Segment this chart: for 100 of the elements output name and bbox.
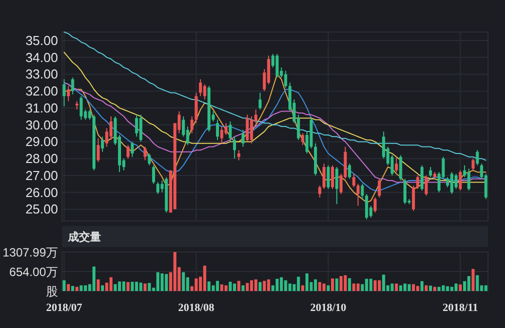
y-tick-label: 25.00 <box>25 202 58 217</box>
bar <box>126 282 130 291</box>
candlestick <box>403 178 406 205</box>
candlestick <box>424 174 428 196</box>
bar <box>246 282 249 291</box>
candlestick <box>399 154 402 181</box>
candlestick <box>228 120 232 142</box>
chart-title: 成交量 <box>67 230 101 244</box>
candlestick <box>331 164 334 190</box>
bar <box>382 274 386 291</box>
y-tick-label: 33.00 <box>25 66 58 82</box>
bar <box>454 284 458 291</box>
candlestick <box>203 84 206 100</box>
candlestick <box>348 163 352 180</box>
bar <box>203 266 206 291</box>
candlestick <box>250 116 254 144</box>
bar <box>267 279 270 291</box>
x-tick-label: 2018/07 <box>46 302 83 314</box>
candlestick <box>450 172 454 194</box>
candlestick <box>322 163 326 190</box>
bar <box>122 281 126 291</box>
candlestick <box>365 194 368 220</box>
bar <box>182 272 185 291</box>
bar <box>420 281 424 291</box>
bar <box>288 284 292 291</box>
bar <box>442 285 445 291</box>
y-tick-label: 29.00 <box>25 134 58 150</box>
candlestick <box>139 114 142 142</box>
candlestick <box>318 185 322 198</box>
bar <box>331 278 334 291</box>
candlestick <box>144 146 147 161</box>
bar <box>228 282 232 291</box>
bar <box>314 279 317 291</box>
y-tick-label: 26.00 <box>25 184 58 200</box>
bar <box>280 277 283 291</box>
bar <box>352 284 356 291</box>
bar <box>100 285 104 291</box>
candlestick <box>233 136 236 160</box>
y-tick-label: 34.00 <box>25 50 58 65</box>
bar <box>446 286 450 291</box>
bar <box>194 278 198 291</box>
bar <box>429 286 432 291</box>
candlestick <box>356 183 360 206</box>
candlestick <box>190 116 194 134</box>
bar <box>160 273 164 291</box>
bar <box>399 285 402 291</box>
bar <box>237 280 240 291</box>
bar <box>148 282 151 291</box>
bar <box>378 280 381 291</box>
line-series <box>64 32 486 161</box>
candlestick <box>216 119 219 140</box>
bar <box>80 285 83 291</box>
candlestick <box>416 174 420 190</box>
candlestick <box>374 196 377 214</box>
bar <box>276 278 279 291</box>
candlestick <box>454 173 458 190</box>
bar <box>416 286 420 291</box>
candlestick <box>66 86 70 102</box>
candlestick <box>224 122 228 136</box>
candlestick <box>148 153 151 166</box>
x-tick-label: 2018/11 <box>442 302 478 314</box>
candlestick <box>458 170 462 192</box>
bar <box>242 285 245 291</box>
bar <box>301 285 304 291</box>
bar <box>139 282 142 291</box>
bar <box>135 282 138 291</box>
bar <box>467 276 470 291</box>
bar <box>305 273 308 291</box>
candlestick <box>96 138 100 162</box>
y-tick-label: 30.00 <box>25 117 58 132</box>
candlestick <box>246 114 249 142</box>
candlestick <box>258 92 262 110</box>
bar <box>356 284 360 291</box>
bar <box>62 280 66 291</box>
candlestick <box>335 166 338 205</box>
bar <box>233 284 236 291</box>
candlestick <box>130 141 134 158</box>
bar <box>484 285 488 291</box>
candlestick <box>378 178 381 198</box>
bar <box>296 276 300 291</box>
bar <box>344 275 347 291</box>
bar <box>66 284 70 291</box>
y-tick-label: 654.00万 <box>9 265 58 279</box>
candlestick <box>284 70 288 88</box>
candlestick <box>276 53 279 78</box>
bar <box>207 281 210 291</box>
bar <box>412 284 415 291</box>
candlestick <box>360 183 364 200</box>
bar <box>144 284 147 291</box>
bar <box>258 282 262 291</box>
candlestick <box>71 77 74 95</box>
bar <box>340 276 343 291</box>
bar <box>458 284 462 291</box>
candlestick <box>420 164 424 192</box>
candlestick <box>472 158 475 171</box>
candlestick <box>152 164 156 184</box>
bar <box>318 282 322 291</box>
bar <box>96 279 100 291</box>
bar <box>374 280 377 291</box>
bar <box>476 275 479 291</box>
